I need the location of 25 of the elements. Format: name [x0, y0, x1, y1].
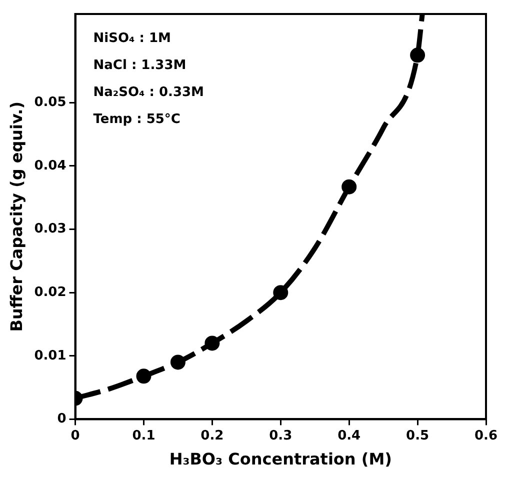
point	[170, 354, 186, 370]
y-tick-label: 0.03	[34, 222, 66, 237]
x-tick-label: 0.4	[338, 428, 361, 444]
x-axis-title: H₃BO₃ Concentration (M)	[169, 450, 392, 469]
y-tick-label: 0.04	[34, 158, 66, 174]
annotation: Na₂SO₄ : 0.33M	[93, 84, 204, 100]
y-tick-label: 0.01	[34, 348, 66, 364]
y-axis-title: Buffer Capacity (g equiv.)	[6, 101, 26, 332]
point	[136, 368, 152, 384]
annotation: NaCl : 1.33M	[93, 58, 186, 73]
x-tick-label: 0.1	[132, 428, 156, 444]
annotation: Temp : 55°C	[93, 112, 180, 127]
y-tick-label: 0	[57, 412, 66, 427]
y-tick-label: 0.05	[34, 95, 66, 110]
x-tick-label: 0.2	[200, 428, 224, 444]
point	[410, 48, 426, 63]
x-tick-label: 0.5	[406, 428, 430, 444]
y-tick-label: 0.02	[34, 284, 66, 300]
point	[342, 179, 357, 194]
point	[204, 336, 220, 351]
annotation: NiSO₄ : 1M	[93, 30, 171, 46]
x-tick-label: 0	[70, 428, 80, 444]
x-tick-label: 0.6	[474, 428, 498, 444]
x-tick-label: 0.3	[269, 428, 292, 444]
point	[273, 285, 288, 300]
